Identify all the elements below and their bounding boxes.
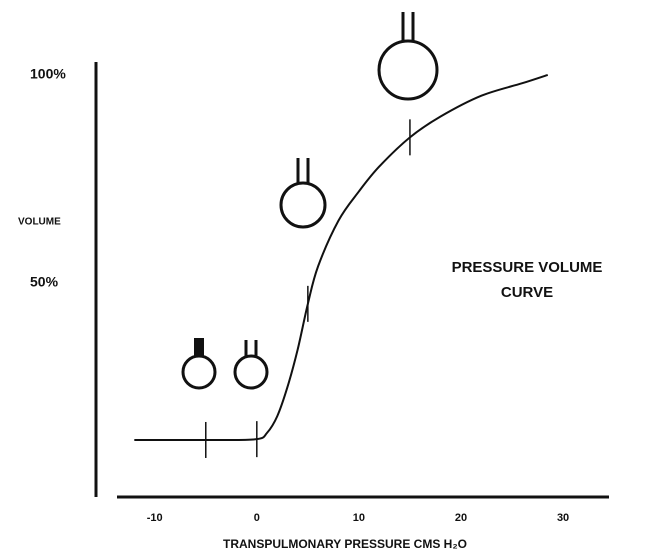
x-tick-label: 0: [254, 512, 260, 524]
y-tick-label: 50%: [30, 274, 59, 290]
annotation: CURVE: [501, 284, 553, 301]
x-tick-label: -10: [147, 512, 163, 524]
x-tick-label: 30: [557, 512, 569, 524]
y-axis-label: VOLUME: [18, 217, 61, 228]
curve: [134, 73, 549, 442]
y-tick-label: 100%: [30, 66, 66, 82]
annotation: PRESSURE VOLUME: [452, 259, 603, 276]
balloon-icons: [181, 12, 439, 390]
x-tick-label: 20: [455, 512, 467, 524]
x-axis-label: TRANSPULMONARY PRESSURE CMS H₂O: [223, 537, 467, 551]
x-tick-label: 10: [353, 512, 365, 524]
